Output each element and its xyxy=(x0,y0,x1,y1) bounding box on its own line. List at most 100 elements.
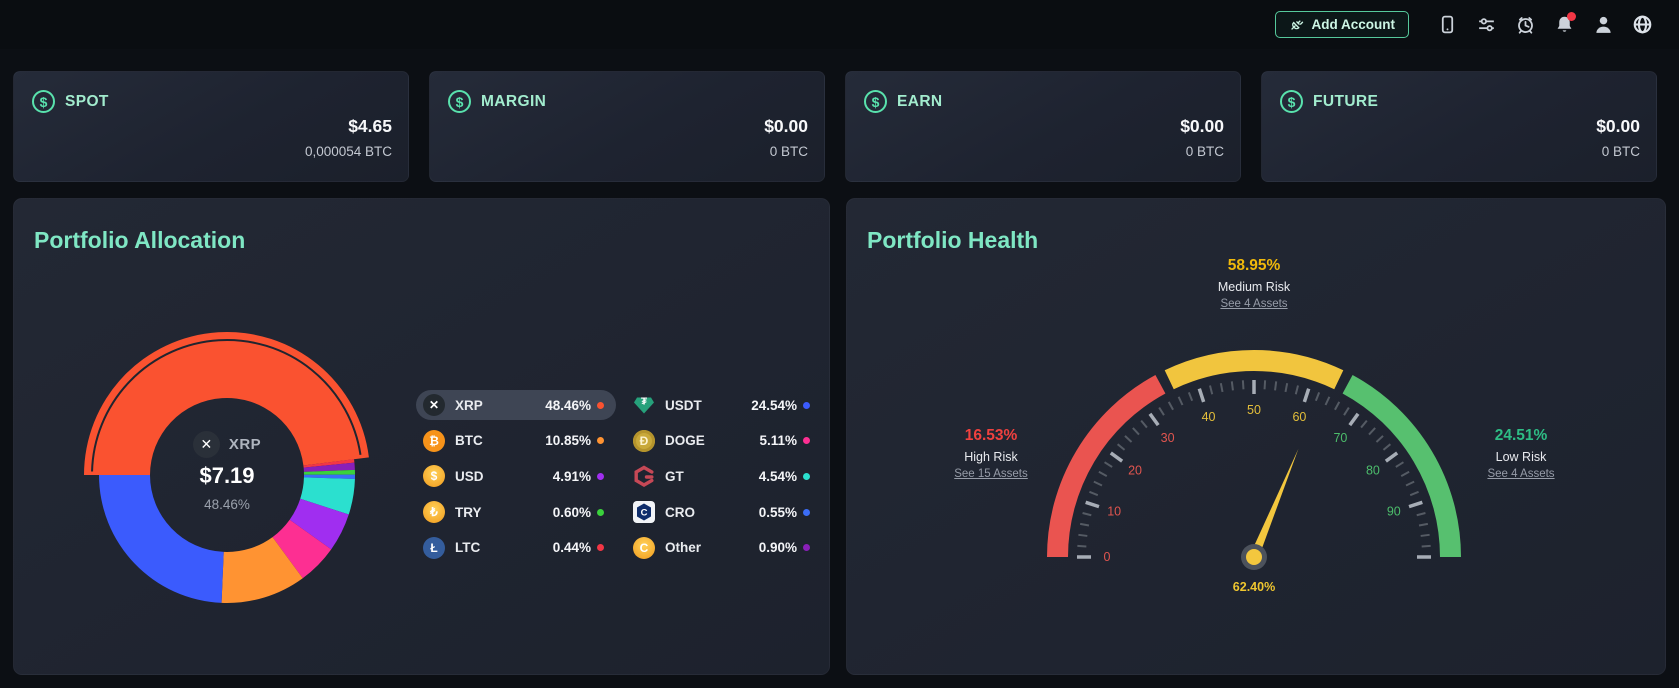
legend-coin-name: LTC xyxy=(455,540,481,556)
legend-item-gt[interactable]: GT 4.54% xyxy=(626,461,822,491)
donut-segment-xrp[interactable] xyxy=(83,331,369,475)
future-account-card[interactable]: FUTURE $0.00 0 BTC xyxy=(1261,71,1657,182)
preferences-sliders-icon[interactable] xyxy=(1475,14,1497,36)
account-btc-value: 0 BTC xyxy=(1601,144,1640,159)
low-risk-label: Low Risk xyxy=(1495,450,1547,464)
account-label: FUTURE xyxy=(1313,92,1379,110)
account-label: EARN xyxy=(897,92,943,110)
legend-coin-name: GT xyxy=(665,468,684,484)
high-risk-percent: 16.53% xyxy=(964,427,1018,444)
legend-color-dot xyxy=(803,472,810,480)
language-globe-icon[interactable] xyxy=(1631,14,1653,36)
account-btc-value: 0,000054 BTC xyxy=(304,144,392,159)
add-account-button[interactable]: Add Account xyxy=(1274,11,1409,38)
legend-coin-percent: 4.54% xyxy=(758,468,797,484)
allocation-donut-chart[interactable] xyxy=(14,199,831,676)
spot-account-card[interactable]: SPOT $4.65 0,000054 BTC xyxy=(13,71,409,182)
legend-coin-percent: 10.85% xyxy=(545,433,591,449)
donut-center-percent: 48.46% xyxy=(204,497,250,512)
donut-center-coin: ✕ XRP xyxy=(137,431,317,458)
svg-text:60: 60 xyxy=(1292,410,1306,424)
svg-text:20: 20 xyxy=(1128,464,1142,478)
gauge-needle xyxy=(1249,448,1299,559)
earn-account-card[interactable]: EARN $0.00 0 BTC xyxy=(845,71,1241,182)
donut-segment-btc[interactable] xyxy=(221,537,303,603)
svg-text:40: 40 xyxy=(1202,410,1216,424)
xrp-coin-icon: ✕ xyxy=(423,394,445,416)
legend-color-dot xyxy=(803,508,810,516)
legend-coin-name: DOGE xyxy=(665,433,705,449)
donut-segment-ltc[interactable] xyxy=(303,459,355,468)
low-risk-callout: 24.51% Low Risk See 4 Assets xyxy=(1411,427,1631,482)
donut-segment-try[interactable] xyxy=(303,469,355,475)
legend-coin-percent: 0.55% xyxy=(758,504,797,520)
health-title: Portfolio Health xyxy=(867,227,1039,253)
account-usd-value: $0.00 xyxy=(1596,116,1640,136)
legend-item-usd[interactable]: $ USD 4.91% xyxy=(416,461,616,491)
alarm-clock-icon[interactable] xyxy=(1514,14,1536,36)
legend-item-ltc[interactable]: Ł LTC 0.44% xyxy=(416,533,616,563)
low-risk-percent: 24.51% xyxy=(1494,427,1548,444)
doge-coin-icon: Ð xyxy=(633,429,655,452)
btc-coin-icon: ₿ xyxy=(423,429,445,452)
legend-coin-name: USD xyxy=(455,468,484,484)
gauge-tick-labels: 0 10 20 30 40 50 60 70 80 90 xyxy=(1104,403,1401,564)
legend-color-dot xyxy=(597,508,604,516)
mobile-icon[interactable] xyxy=(1436,14,1458,36)
medium-risk-see-assets-link[interactable]: See 4 Assets xyxy=(1220,298,1288,310)
legend-coin-name: BTC xyxy=(455,433,483,449)
gauge-needle-value: 62.40% xyxy=(1232,580,1276,594)
legend-color-dot xyxy=(597,437,604,445)
svg-text:50: 50 xyxy=(1247,403,1261,417)
legend-color-dot xyxy=(803,544,810,552)
legend-color-dot xyxy=(597,472,604,480)
portfolio-health-panel: Portfolio Health 0 10 20 30 40 50 60 70 80 90 58.… xyxy=(846,198,1666,675)
account-label: MARGIN xyxy=(481,92,547,110)
legend-item-doge[interactable]: Ð DOGE 5.11% xyxy=(626,426,822,456)
margin-account-card[interactable]: MARGIN $0.00 0 BTC xyxy=(429,71,825,182)
legend-color-dot xyxy=(803,401,810,409)
legend-color-dot xyxy=(597,401,604,409)
plug-icon xyxy=(1290,20,1303,30)
donut-segment-doge[interactable] xyxy=(272,519,332,579)
donut-segment-gt[interactable] xyxy=(300,477,355,515)
gauge-hub xyxy=(1246,549,1262,565)
notifications-bell-icon[interactable] xyxy=(1553,11,1576,36)
ltc-coin-icon: Ł xyxy=(423,536,445,559)
usdt-coin-icon: ₮ xyxy=(633,394,655,416)
legend-item-btc[interactable]: ₿ BTC 10.85% xyxy=(416,426,616,456)
other-coin-icon: C xyxy=(633,536,655,559)
donut-center-value: $7.19 xyxy=(199,463,255,488)
legend-item-cro[interactable]: C CRO 0.55% xyxy=(626,497,822,527)
legend-item-usdt[interactable]: ₮ USDT 24.54% xyxy=(626,390,822,420)
dollar-circle-icon xyxy=(448,90,471,113)
try-coin-icon: ₺ xyxy=(423,501,445,524)
legend-coin-percent: 0.44% xyxy=(552,540,591,556)
user-profile-icon[interactable] xyxy=(1592,14,1614,36)
gt-coin-icon xyxy=(633,465,655,488)
gauge-band xyxy=(1342,374,1461,558)
donut-segment-other[interactable] xyxy=(303,462,355,472)
donut-segment-cro[interactable] xyxy=(303,474,355,479)
legend-color-dot xyxy=(803,437,810,445)
account-usd-value: $0.00 xyxy=(764,116,808,136)
donut-segment-usdt[interactable] xyxy=(99,475,224,603)
medium-risk-percent: 58.95% xyxy=(1227,257,1281,274)
legend-coin-name: TRY xyxy=(455,504,482,520)
legend-item-try[interactable]: ₺ TRY 0.60% xyxy=(416,497,616,527)
svg-text:70: 70 xyxy=(1333,431,1347,445)
legend-item-xrp[interactable]: ✕ XRP 48.46% xyxy=(416,390,616,420)
allocation-legend-left: ✕ XRP 48.46% ₿ BTC 10.85% $ USD 4.91% ₺ TRY 0.60% Ł L… xyxy=(416,390,616,563)
svg-text:10: 10 xyxy=(1107,505,1121,519)
portfolio-allocation-panel: Portfolio Allocation ✕ XRP $7.19 48.46% … xyxy=(13,198,830,675)
donut-segment-usd[interactable] xyxy=(289,498,349,550)
medium-risk-callout: 58.95% Medium Risk See 4 Assets xyxy=(1144,257,1364,312)
legend-coin-percent: 24.54% xyxy=(751,397,797,413)
legend-color-dot xyxy=(597,544,604,552)
usd-coin-icon: $ xyxy=(423,465,445,488)
high-risk-see-assets-link[interactable]: See 15 Assets xyxy=(954,468,1028,480)
legend-item-other[interactable]: C Other 0.90% xyxy=(626,533,822,563)
low-risk-see-assets-link[interactable]: See 4 Assets xyxy=(1487,468,1555,480)
account-btc-value: 0 BTC xyxy=(1185,144,1224,159)
xrp-icon: ✕ xyxy=(192,431,220,458)
